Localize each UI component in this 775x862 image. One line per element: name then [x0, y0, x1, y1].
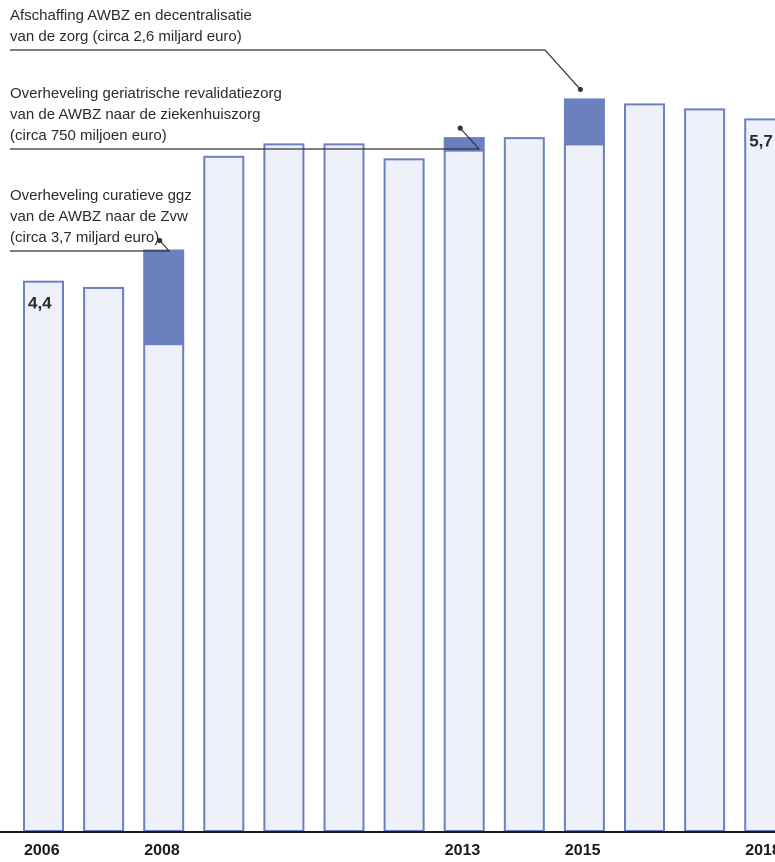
annotation-text-line: (circa 750 miljoen euro) — [10, 127, 167, 144]
bar-added-2013 — [443, 137, 485, 152]
value-label: 5,7 — [749, 131, 773, 150]
x-tick-label: 2018 — [745, 842, 775, 859]
bar-2014 — [503, 137, 545, 832]
bar-2006 — [23, 280, 64, 832]
annotation-marker — [457, 125, 463, 131]
annotation-marker — [577, 86, 584, 93]
annotation-leader-line — [10, 127, 481, 150]
annotation-text-line: Afschaffing AWBZ en decentralisatie — [10, 7, 252, 24]
bar-2010 — [263, 143, 305, 832]
value-labels-layer: 4,4 5,7 — [28, 131, 773, 312]
annotations-layer: Afschaffing AWBZ en decentralisatie van d… — [10, 7, 584, 252]
annotation-leader-line — [10, 49, 581, 90]
bar-2007 — [83, 286, 125, 832]
bar-2015 — [563, 143, 605, 832]
bar-2011 — [323, 143, 365, 832]
value-label: 4,4 — [28, 294, 52, 313]
bar-added-2008 — [143, 249, 185, 346]
x-tick-label: 2013 — [445, 842, 481, 859]
x-tick-labels: 2006 2008 2013 2015 2018 — [24, 842, 775, 859]
bar-2009 — [203, 155, 245, 832]
bar-2018 — [744, 118, 775, 832]
bar-2012 — [383, 158, 425, 832]
annotation-text-line: Overheveling curatieve ggz — [10, 187, 192, 204]
bar-2016 — [624, 103, 665, 833]
bar-2008 — [143, 343, 185, 832]
x-tick-label: 2006 — [24, 842, 60, 859]
bars-layer — [23, 98, 775, 833]
annotation-text-line: van de AWBZ naar de Zvw — [10, 208, 188, 225]
annotation-marker — [157, 237, 163, 244]
annotation-leader-line — [10, 240, 171, 252]
bar-2017 — [684, 108, 726, 832]
x-tick-label: 2008 — [144, 842, 180, 859]
x-tick-label: 2015 — [565, 842, 601, 859]
annotation-text-line: Overheveling geriatrische revalidatiezor… — [10, 85, 282, 102]
annotation-text-line: van de zorg (circa 2,6 miljard euro) — [10, 28, 242, 45]
bar-2013 — [443, 149, 485, 832]
annotation-text-line: (circa 3,7 miljard euro) — [10, 229, 159, 246]
bar-added-2015 — [563, 98, 605, 146]
annotation-text-line: van de AWBZ naar de ziekenhuiszorg — [10, 106, 260, 123]
